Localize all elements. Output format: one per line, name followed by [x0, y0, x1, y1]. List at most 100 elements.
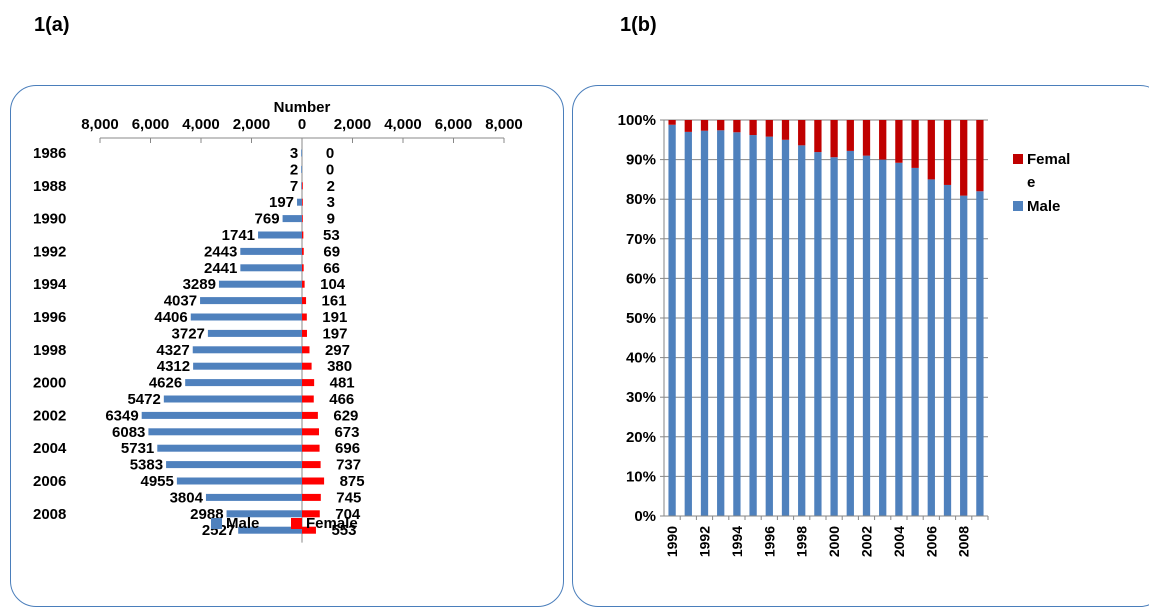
male-value-label: 4955	[141, 473, 174, 490]
male-value-label: 197	[269, 194, 294, 211]
female-bar	[927, 120, 935, 180]
female-bar	[302, 297, 307, 305]
female-bar	[302, 411, 318, 419]
female-value-label: 481	[330, 375, 355, 392]
female-value-label: 553	[331, 522, 356, 539]
male-bar	[240, 264, 302, 272]
x-tick-label: 2,000	[233, 116, 271, 133]
female-bar	[302, 215, 303, 223]
female-bar	[943, 120, 952, 185]
male-bar	[301, 149, 302, 157]
female-bar	[798, 120, 806, 146]
female-bar	[302, 428, 319, 436]
male-bar	[192, 346, 302, 354]
male-value-label: 2527	[202, 522, 235, 539]
x-tick-label: 6,000	[132, 116, 170, 133]
male-value-label: 3289	[183, 276, 216, 293]
male-bar	[668, 124, 676, 516]
male-value-label: 6083	[112, 424, 145, 441]
female-bar	[830, 120, 838, 158]
male-bar	[207, 329, 302, 337]
y-tick-label: 10%	[626, 468, 656, 485]
male-value-label: 769	[255, 211, 280, 228]
male-bar	[176, 477, 302, 485]
female-bar	[302, 264, 304, 272]
male-value-label: 6349	[105, 407, 138, 424]
male-value-label: 4406	[154, 309, 187, 326]
female-bar	[814, 120, 822, 153]
male-value-label: 3804	[170, 489, 204, 506]
y-tick-label: 1996	[33, 309, 66, 326]
y-tick-label: 1992	[33, 243, 66, 260]
female-value-label: 673	[334, 424, 359, 441]
x-tick-label: 4,000	[384, 116, 422, 133]
y-tick-label: 1988	[33, 178, 66, 195]
y-tick-label: 80%	[626, 191, 656, 208]
x-tick-label: 8,000	[81, 116, 119, 133]
female-bar	[684, 120, 692, 132]
y-tick-label: 1994	[33, 276, 67, 293]
male-bar	[862, 155, 871, 516]
female-bar	[302, 510, 320, 518]
female-bar	[302, 329, 307, 337]
male-bar	[879, 159, 887, 516]
male-value-label: 5472	[127, 391, 160, 408]
female-value-label: 69	[323, 243, 340, 260]
female-bar	[749, 120, 757, 136]
female-bar	[700, 120, 709, 131]
legend-label-female-wrap: e	[1027, 174, 1035, 191]
female-value-label: 629	[333, 407, 358, 424]
x-tick-label: 2008	[956, 526, 972, 557]
female-value-label: 0	[326, 145, 334, 162]
male-value-label: 4037	[164, 293, 197, 310]
male-bar	[282, 215, 302, 223]
male-value-label: 3727	[172, 325, 205, 342]
y-tick-label: 30%	[626, 389, 656, 406]
male-bar	[238, 526, 302, 534]
x-tick-label: 2006	[923, 526, 939, 557]
male-bar	[185, 379, 302, 387]
legend-label-female: Female	[306, 515, 358, 532]
legend-label-male: Male	[1027, 198, 1060, 215]
male-bar	[226, 510, 302, 518]
male-value-label: 5731	[121, 440, 154, 457]
male-bar	[749, 135, 757, 516]
chart-panel-a: Number 8,000 6,000 4,000 2,000 0 2,000 4,000 6,0…	[10, 85, 564, 607]
y-tick-label: 60%	[626, 270, 656, 287]
panel-label-a: 1(a)	[34, 14, 70, 36]
stacked-percent-chart: 0% 10% 20% 30% 40% 50% 60% 70% 80% 90% 100% 1990 199…	[618, 112, 1071, 557]
y-tick-label: 1998	[33, 342, 66, 359]
male-bar	[218, 280, 302, 288]
male-bar	[700, 130, 709, 516]
female-bar	[302, 362, 312, 370]
male-bar	[814, 152, 822, 516]
male-bar	[781, 139, 790, 517]
y-tick-label: 100%	[618, 112, 656, 129]
female-bar	[302, 346, 310, 354]
female-bar	[781, 120, 790, 140]
female-value-label: 53	[323, 227, 340, 244]
female-bar	[895, 120, 903, 163]
female-bar	[302, 461, 321, 469]
legend-swatch-female	[291, 518, 302, 529]
female-bar	[302, 477, 325, 485]
male-bar	[240, 247, 302, 255]
female-value-label: 380	[327, 358, 352, 375]
male-value-label: 3	[290, 145, 298, 162]
y-tick-label: 2002	[33, 407, 66, 424]
female-value-label: 197	[322, 325, 347, 342]
female-value-label: 704	[335, 506, 361, 523]
female-bar	[302, 526, 316, 534]
y-tick-label: 20%	[626, 429, 656, 446]
x-tick-label: 2002	[859, 526, 875, 557]
legend-swatch-female	[1013, 154, 1023, 164]
female-bar	[302, 379, 315, 387]
male-bar	[911, 167, 919, 516]
female-value-label: 737	[336, 457, 361, 474]
chart-panel-b: 0% 10% 20% 30% 40% 50% 60% 70% 80% 90% 100% 1990 199…	[572, 85, 1149, 607]
female-bar	[302, 231, 304, 239]
male-bar	[258, 231, 302, 239]
male-value-label: 2441	[204, 260, 237, 277]
male-value-label: 7	[290, 178, 298, 195]
